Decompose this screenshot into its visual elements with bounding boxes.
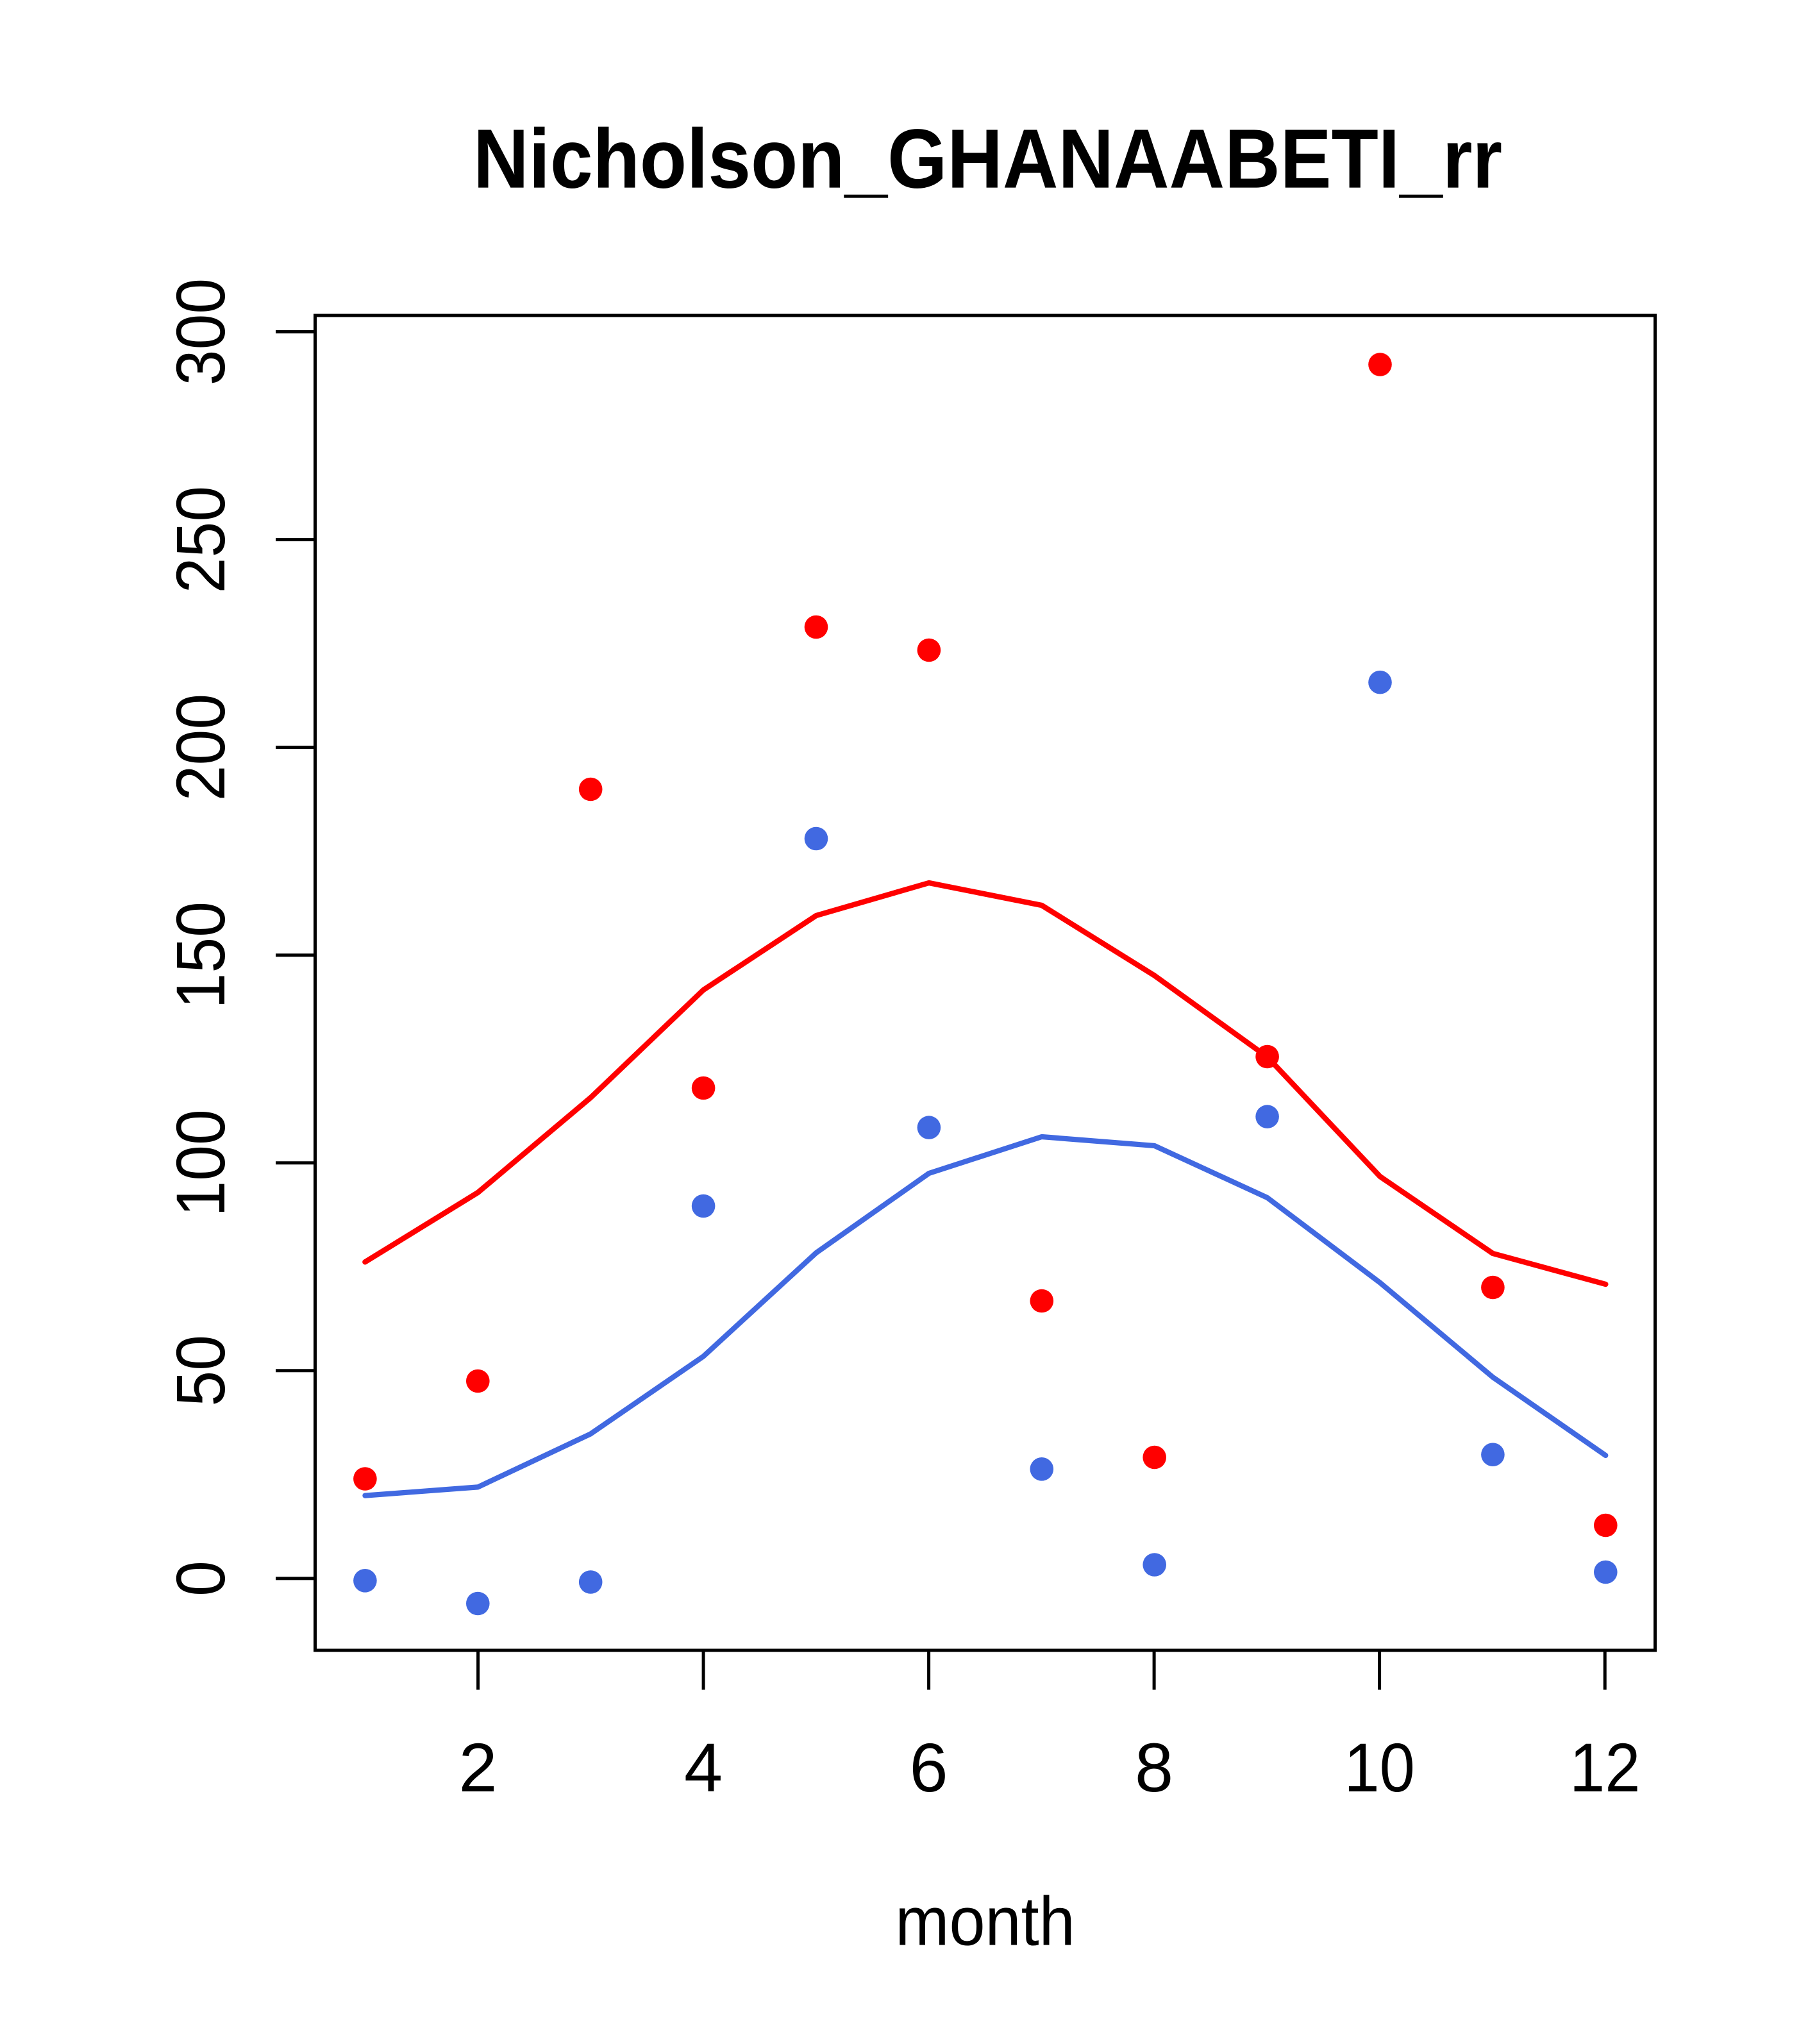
svg-text:250: 250 (163, 486, 240, 594)
svg-text:4: 4 (684, 1729, 723, 1806)
svg-text:8: 8 (1135, 1729, 1173, 1806)
svg-text:10: 10 (1344, 1729, 1415, 1806)
svg-text:Nicholson_GHANAABETI_rr: Nicholson_GHANAABETI_rr (473, 112, 1502, 206)
svg-text:12: 12 (1570, 1729, 1641, 1806)
svg-text:200: 200 (163, 694, 240, 801)
svg-text:50: 50 (163, 1335, 240, 1407)
svg-text:6: 6 (910, 1729, 948, 1806)
svg-text:150: 150 (163, 901, 240, 1009)
svg-text:0: 0 (163, 1561, 240, 1596)
svg-text:month: month (895, 1882, 1075, 1960)
svg-text:2: 2 (459, 1729, 498, 1806)
svg-text:100: 100 (163, 1109, 240, 1217)
svg-text:300: 300 (163, 278, 240, 386)
